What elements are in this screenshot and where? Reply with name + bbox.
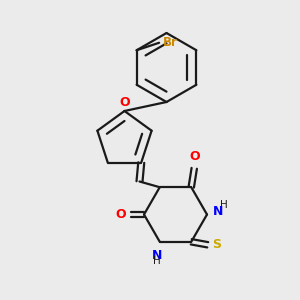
Text: H: H [153,256,160,266]
Text: N: N [152,249,162,262]
Text: N: N [212,205,223,218]
Text: H: H [220,200,227,211]
Text: S: S [212,238,221,251]
Text: O: O [119,96,130,109]
Text: Br: Br [163,36,178,49]
Text: O: O [116,208,126,221]
Text: O: O [189,150,200,163]
